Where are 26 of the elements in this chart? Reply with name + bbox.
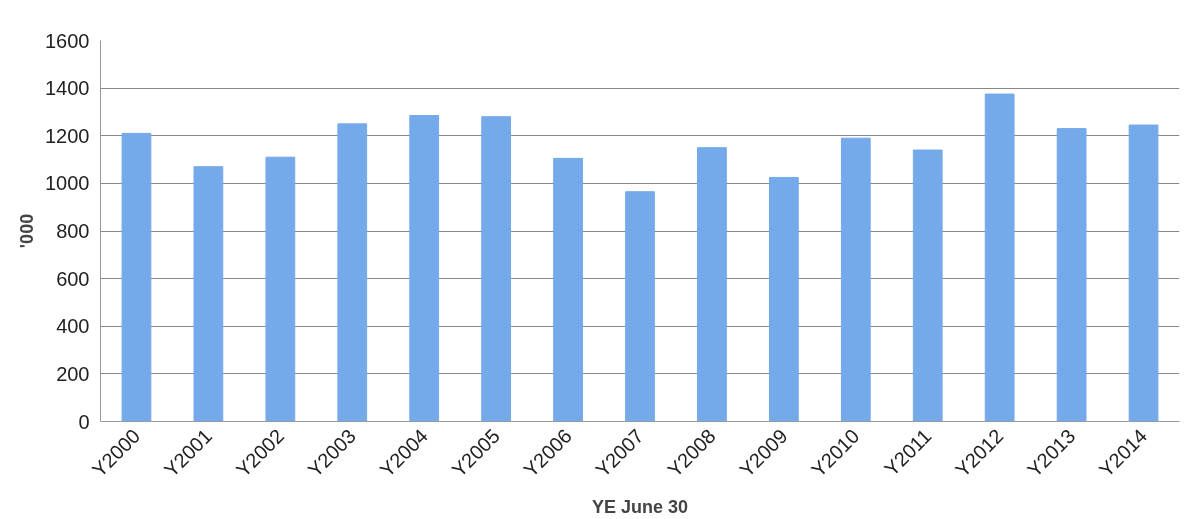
y-tick-label: 1400	[45, 77, 90, 100]
bar	[625, 191, 655, 422]
bar	[1128, 124, 1159, 422]
y-tick-label: 0	[78, 410, 90, 433]
x-axis-title: YE June 30	[591, 496, 689, 517]
bar	[121, 132, 152, 422]
bar	[697, 147, 727, 422]
bar	[840, 137, 871, 422]
y-tick-label: 1600	[45, 29, 90, 52]
bar	[1056, 128, 1087, 422]
bar	[193, 166, 224, 422]
y-tick-label: 800	[56, 220, 90, 242]
bar	[912, 149, 943, 422]
bar	[553, 157, 583, 422]
bar	[984, 93, 1015, 422]
bar	[337, 123, 368, 422]
y-axis-title: '000	[17, 213, 38, 249]
y-tick-label: 600	[56, 267, 90, 290]
y-tick-label: 400	[56, 315, 90, 338]
y-tick-label: 200	[56, 362, 90, 385]
bar	[265, 156, 296, 422]
y-tick-label: 1000	[45, 172, 90, 195]
bar	[409, 115, 440, 422]
bar	[481, 116, 512, 422]
bar	[768, 176, 799, 422]
y-tick-label: 1200	[45, 124, 90, 147]
